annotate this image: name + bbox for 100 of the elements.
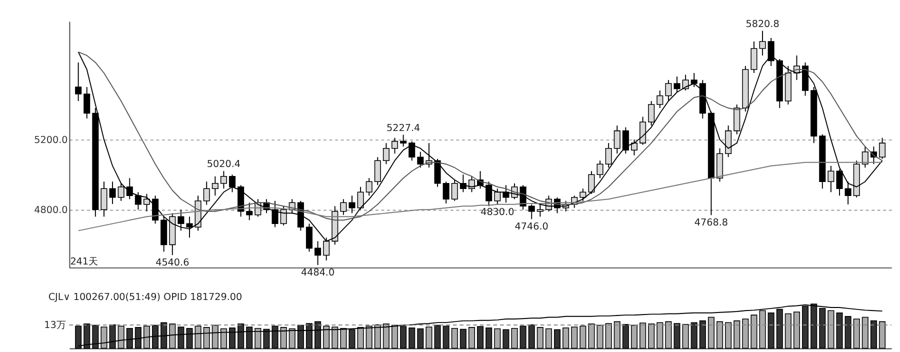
bar <box>682 324 689 349</box>
bar <box>648 324 655 349</box>
candlestick <box>486 181 492 207</box>
bar <box>853 318 860 349</box>
candlestick <box>630 139 638 156</box>
bar <box>828 310 834 349</box>
bar <box>486 328 492 349</box>
bar <box>528 324 535 349</box>
annotation: 5820.8 <box>746 18 780 30</box>
bar <box>442 326 450 349</box>
bar <box>622 324 629 349</box>
candlestick <box>862 146 868 168</box>
candlestick <box>434 158 441 188</box>
bar <box>562 328 570 349</box>
bar <box>536 327 544 349</box>
candlestick <box>143 193 150 212</box>
candlestick <box>502 184 510 204</box>
annotation: 241天 <box>70 256 99 268</box>
annotation: 4830.0 <box>480 206 514 218</box>
bar <box>734 320 740 349</box>
bar <box>844 316 852 349</box>
bar <box>408 328 416 349</box>
candlestick <box>391 137 398 154</box>
candlestick <box>442 181 450 204</box>
bar <box>768 312 774 349</box>
candlestick <box>246 202 253 221</box>
annotation: 4484.0 <box>300 268 335 279</box>
bar <box>468 327 476 349</box>
bar <box>614 321 620 349</box>
candlestick <box>400 134 407 148</box>
bar <box>708 316 714 349</box>
bar <box>545 328 552 349</box>
candlestick <box>417 151 424 168</box>
bar <box>716 321 724 349</box>
candlestick <box>605 142 612 168</box>
candlestick <box>134 192 142 210</box>
y-tick-label: 4800.0 <box>34 205 68 216</box>
annotation: 4746.0 <box>514 222 548 233</box>
candlestick <box>306 223 313 252</box>
bar <box>750 314 758 349</box>
candlestick <box>272 200 278 228</box>
candlestick <box>468 176 476 193</box>
candlestick <box>408 140 416 162</box>
bar <box>656 322 664 349</box>
bar <box>520 326 526 349</box>
candlestick <box>844 181 852 205</box>
bar <box>571 326 578 349</box>
chart-title: CJL∨ 100267.00(51:49) OPID 181729.00 <box>48 292 242 303</box>
bar <box>870 320 877 349</box>
candlestick <box>640 116 646 146</box>
bar <box>580 326 586 349</box>
candlestick <box>314 240 322 266</box>
candlestick <box>528 204 535 220</box>
candlestick <box>84 86 90 120</box>
bar <box>477 326 484 349</box>
candlestick <box>622 126 629 154</box>
candlestick <box>186 216 193 238</box>
candlestick <box>100 181 108 218</box>
bar <box>502 329 510 349</box>
bar <box>878 321 886 349</box>
candlestick <box>580 188 586 202</box>
bar <box>690 322 698 349</box>
bar <box>596 324 604 349</box>
candlestick <box>220 170 227 190</box>
annotation: 5227.4 <box>386 122 420 134</box>
bar <box>725 322 732 349</box>
bar <box>784 313 792 349</box>
candlestick <box>648 100 655 126</box>
candlestick <box>357 186 364 210</box>
candlestick <box>451 179 458 202</box>
bar <box>434 324 441 349</box>
candlestick <box>203 181 210 206</box>
annotation: 5020.4 <box>206 159 241 170</box>
candlestick <box>280 206 287 226</box>
candlestick <box>596 160 604 179</box>
ref-line-label: 13万 <box>44 320 66 331</box>
bar <box>862 316 868 349</box>
bar <box>554 329 561 349</box>
candlestick <box>374 156 381 186</box>
candlestick <box>665 80 672 102</box>
candlestick <box>348 195 356 214</box>
bar <box>511 328 518 349</box>
bar <box>665 321 672 349</box>
candlestick <box>75 62 82 102</box>
candlestick <box>109 181 116 205</box>
bar <box>699 320 706 349</box>
candlestick <box>725 125 732 158</box>
bar <box>460 328 466 349</box>
bar <box>640 322 646 349</box>
candlestick <box>750 40 758 74</box>
candlestick <box>494 188 501 205</box>
candlestick <box>588 170 595 194</box>
candlestick <box>228 174 236 193</box>
annotation: 4540.6 <box>156 258 190 269</box>
annotation: 4768.8 <box>694 218 728 229</box>
bar <box>793 312 800 349</box>
y-tick-label: 5200.0 <box>34 134 68 146</box>
bar <box>836 312 843 349</box>
candlestick <box>759 30 766 56</box>
bar <box>417 328 424 349</box>
